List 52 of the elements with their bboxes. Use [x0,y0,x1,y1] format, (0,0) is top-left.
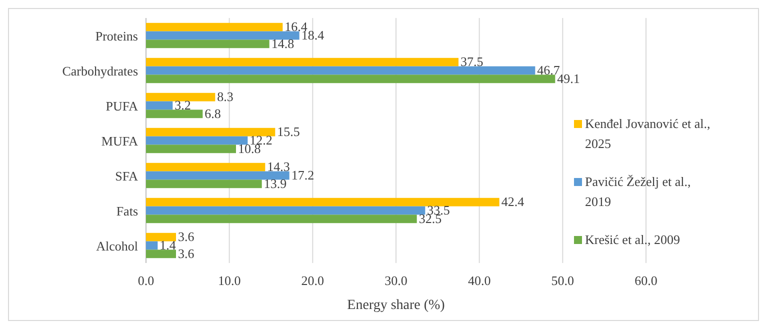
x-tick-label: 20.0 [301,273,324,288]
data-label: 37.5 [460,54,484,70]
data-label: 13.9 [264,176,287,191]
bar [146,206,426,215]
bar [146,180,262,188]
data-label: 14.3 [267,159,290,174]
data-label: 3.6 [178,229,195,244]
x-tick-label: 60.0 [634,273,658,288]
data-label: 17.2 [291,168,314,182]
y-tick-label: PUFA [106,98,139,114]
y-tick-label: Alcohol [96,238,138,254]
x-tick-label: 10.0 [218,273,241,288]
y-tick-label: MUFA [101,134,139,148]
bar [146,101,173,110]
legend-label: Kenđel Jovanović et al., 2025 [585,116,710,151]
bar [146,110,203,118]
bar [146,232,176,242]
y-tick-label: Proteins [95,28,138,44]
data-label: 6.8 [204,106,221,121]
data-label: 3.2 [174,98,191,112]
data-label: 14.8 [271,36,294,51]
bar [146,198,500,206]
bar [146,74,556,84]
bar [146,136,248,145]
bar [146,92,216,102]
bar [146,241,158,250]
data-label: 3.6 [178,246,195,261]
legend-label: Pavičić Žeželj et al., 2019 [585,174,691,209]
data-label: 8.3 [217,89,234,104]
data-label: 15.5 [277,124,300,140]
bar [146,40,270,48]
data-label: 42.4 [501,194,525,210]
legend-label: Krešić et al., 2009 [585,232,680,247]
x-tick-label: 50.0 [551,273,574,288]
x-tick-label: 40.0 [468,273,491,288]
x-tick-label: 0.0 [138,273,154,288]
y-tick-label: Fats [116,204,138,218]
data-label: 1.4 [160,238,176,252]
x-axis-title: Energy share (%) [347,298,446,313]
x-tick-label: 30.0 [384,273,408,288]
bar [146,162,266,172]
y-tick-label: SFA [115,168,139,184]
bar [146,144,236,154]
bar [146,58,458,66]
bar [146,66,536,75]
bar [146,250,176,258]
bar [146,128,276,136]
bar [146,31,300,40]
y-tick-label: Carbohydrates [62,64,138,78]
bar [146,171,290,180]
bar [146,22,283,32]
bar [146,214,417,224]
